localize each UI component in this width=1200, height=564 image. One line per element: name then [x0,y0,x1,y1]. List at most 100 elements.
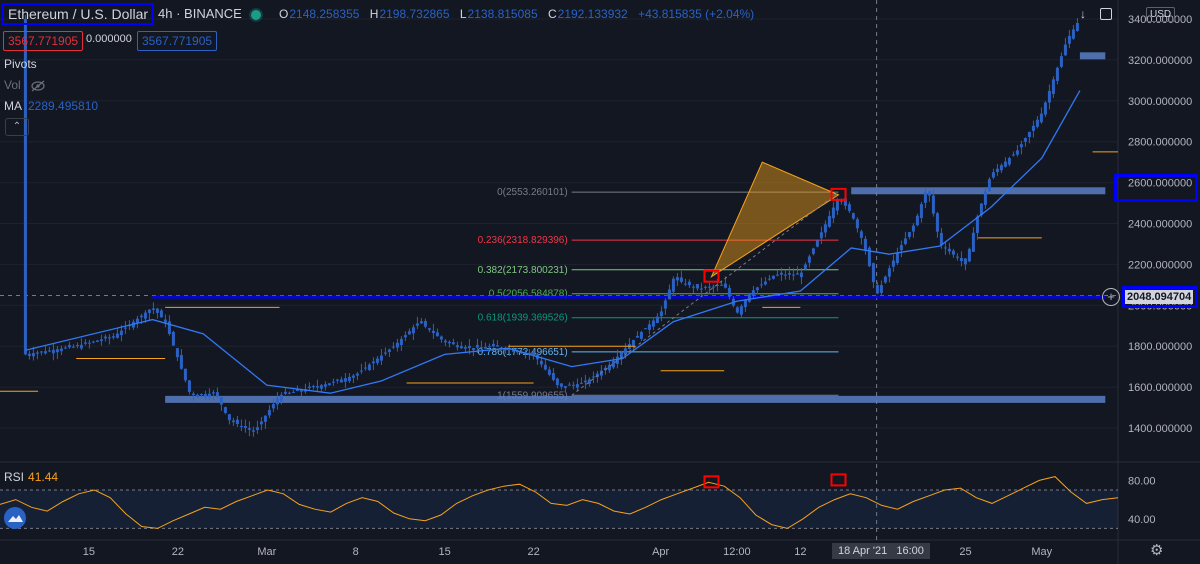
candle-body [751,290,755,296]
candle-body [871,263,875,283]
price-axis[interactable]: 1400.0000001600.0000001800.0000002000.00… [1128,14,1192,435]
timeframe-exchange[interactable]: 4h · BINANCE [158,6,242,21]
ma-indicator[interactable]: MA 2289.495810 [4,99,98,113]
candle-body [479,347,483,349]
candle-body [1043,102,1047,115]
candle-body [623,348,627,355]
candle-body [791,274,795,276]
candle-body [499,347,503,349]
rsi-tick-label: 40.00 [1128,514,1156,526]
x-tick-label: 15 [83,546,95,558]
ohlc-close: 2192.133932 [557,7,628,21]
candle-body [727,287,731,297]
candlestick-series [23,15,1079,437]
candle-body [643,328,647,330]
buy-button[interactable]: 3567.771905 [137,31,218,51]
spread-value: 0.000000 [86,33,132,45]
candle-body [359,370,363,372]
candle-body [971,232,975,252]
candle-body [87,342,91,344]
candle-body [203,394,207,397]
y-tick-label: 3000.000000 [1128,96,1192,108]
candle-body [143,312,147,319]
candle-body [435,332,439,337]
currency-badge[interactable]: USD [1146,7,1176,22]
rsi-indicator-label: RSI [4,470,25,484]
y-tick-label: 2400.000000 [1128,219,1192,231]
candle-body [371,361,375,364]
volume-indicator[interactable]: Vol [4,78,46,92]
y-tick-label: 3200.000000 [1128,55,1192,67]
candle-body [1067,35,1071,44]
time-axis[interactable]: 15 22 Mar 8 15 22 Apr 12:00 12 25 May [83,546,1053,558]
candle-body [351,375,355,378]
gear-icon[interactable]: ⚙ [1150,542,1164,559]
candle-body [383,352,387,354]
candle-body [715,285,719,287]
fib-label-0.382: 0.382(2173.800231) [478,265,568,276]
crosshair-time: 16:00 [896,545,924,557]
candle-body [75,344,79,346]
candle-body [527,352,531,354]
eye-off-icon[interactable] [30,80,46,92]
arrow-down-icon[interactable]: ↓ [1080,7,1086,21]
candle-body [1023,138,1027,142]
candle-body [63,347,67,349]
candle-body [763,281,767,285]
candle-body [503,348,507,351]
candle-body [779,272,783,275]
candle-body [587,379,591,384]
candle-body [343,378,347,382]
rsi-marker [703,475,720,489]
candle-body [175,348,179,358]
candle-body [275,398,279,405]
candle-body [847,204,851,211]
candle-body [511,350,515,352]
candle-body [347,376,351,382]
candle-body [559,383,563,387]
candle-body [1003,161,1007,167]
pivots-indicator-label[interactable]: Pivots [4,57,37,71]
x-tick-label: 22 [527,546,539,558]
candle-body [423,321,427,327]
candle-body [979,203,983,216]
candle-body [135,318,139,324]
rsi-band [0,490,1118,529]
drawing-annotations[interactable] [0,151,1118,396]
candle-body [391,346,395,348]
candle-body [311,386,315,388]
chevron-up-icon[interactable]: ⌃ [5,118,29,136]
ohlc-open: 2148.258355 [289,7,360,21]
candle-body [1027,131,1031,138]
candle-body [939,232,943,245]
candle-body [287,392,291,394]
candle-body [451,342,455,345]
tradingview-logo-icon[interactable] [4,507,26,529]
candle-body [91,341,95,343]
candle-body [487,346,491,348]
rsi-marker [830,473,847,487]
candle-body [887,268,891,277]
support-resistance-lines[interactable] [152,52,1106,403]
candle-body [551,373,555,380]
sell-button[interactable]: 3567.771905 [3,31,84,51]
candle-body [367,364,371,371]
symbol-title[interactable]: Ethereum / U.S. Dollar [2,3,155,25]
x-tick-label: 12 [794,546,806,558]
ma-line [25,90,1081,394]
sr-level-3 [1079,52,1106,60]
y-tick-label: 2600.000000 [1128,178,1192,190]
plus-circle-icon[interactable]: + [1102,288,1120,306]
fullscreen-icon[interactable] [1100,8,1112,20]
candle-body [431,330,435,334]
candle-body [911,225,915,232]
candle-body [999,165,1003,171]
ohlc-readout: O2148.258355 H2198.732865 L2138.815085 C… [279,7,761,21]
candle-body [407,331,411,335]
candle-body [855,219,859,229]
candle-body [723,283,727,288]
candle-body [951,250,955,255]
rsi-indicator[interactable]: RSI 41.44 [4,470,58,484]
candle-body [51,349,55,354]
